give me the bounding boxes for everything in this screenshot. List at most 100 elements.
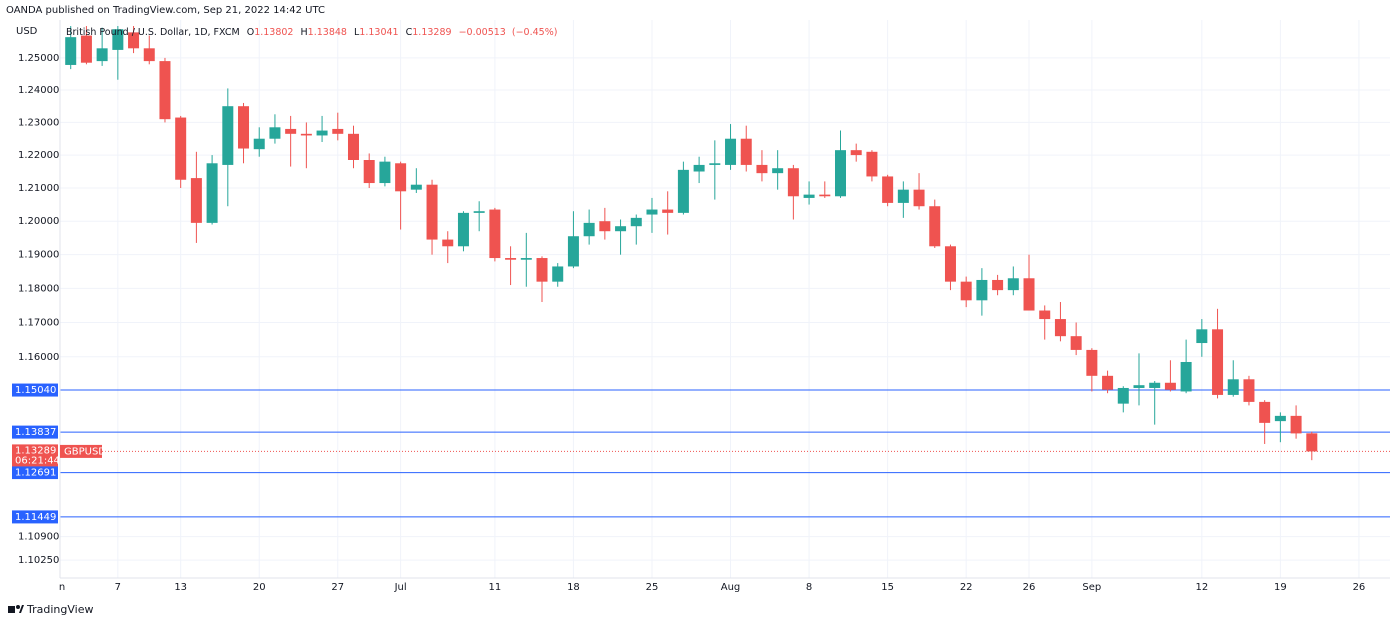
candle-body — [457, 212, 469, 247]
candle-body — [976, 279, 988, 301]
legend-change-pct: (−0.45%) — [512, 27, 558, 38]
tradingview-logo: TradingView — [8, 603, 93, 616]
symbol-tag: GBPUSD — [64, 446, 106, 457]
x-tick-label: 11 — [489, 582, 502, 593]
x-tick-label: 13 — [174, 582, 187, 593]
candle-body — [929, 206, 941, 247]
legend-close: 1.13289 — [412, 27, 451, 38]
candle-body — [897, 189, 909, 203]
price-label: 1.11449 — [15, 512, 56, 523]
price-axis-panel — [0, 20, 60, 590]
candle-body — [646, 209, 658, 215]
candle-body — [1023, 278, 1035, 311]
candle-body — [347, 133, 359, 160]
countdown-label: 06:21:44 — [15, 455, 60, 466]
legend-high: 1.13848 — [308, 27, 347, 38]
candle-body — [285, 128, 297, 134]
currency-label: USD — [16, 26, 38, 37]
candle-body — [143, 48, 155, 62]
candle-body — [552, 266, 564, 282]
candle-body — [772, 168, 784, 174]
logo-dot — [16, 605, 20, 609]
candle-body — [835, 150, 846, 197]
price-label-box — [12, 510, 58, 524]
candle-body — [473, 211, 485, 213]
price-label-box — [12, 466, 58, 480]
candle-body — [1290, 415, 1302, 434]
x-tick-label: 25 — [646, 582, 659, 593]
x-tick-label: n — [59, 582, 65, 593]
candle-body — [159, 61, 171, 120]
x-tick-label: Sep — [1082, 582, 1101, 593]
candle-body — [1149, 382, 1161, 388]
candle-body — [992, 279, 1004, 291]
y-tick-label: 1.24000 — [18, 85, 59, 96]
legend-open: 1.13802 — [254, 27, 293, 38]
x-tick-label: 27 — [331, 582, 344, 593]
candle-body — [175, 117, 187, 180]
x-tick-label: Jul — [394, 582, 407, 593]
candle-body — [913, 189, 925, 207]
candle-body — [1039, 310, 1051, 320]
candle-body — [740, 138, 752, 165]
candle-body — [316, 130, 328, 136]
candle-body — [725, 138, 737, 165]
x-tick-label: 15 — [881, 582, 894, 593]
candle-body — [1274, 415, 1286, 422]
candle-body — [1086, 349, 1098, 376]
candle-body — [615, 226, 627, 232]
candle-body — [693, 164, 705, 172]
candle-body — [583, 222, 595, 237]
candle-body — [1007, 278, 1019, 291]
x-tick-label: 22 — [960, 582, 973, 593]
candle-body — [1117, 387, 1129, 404]
candle-body — [442, 239, 454, 247]
candle-body — [567, 236, 579, 267]
legend-o: O — [247, 27, 254, 38]
candle-body — [536, 258, 548, 282]
candle-body — [269, 127, 281, 139]
candle-body — [300, 133, 312, 136]
candle-body — [1070, 336, 1082, 350]
candle-body — [410, 184, 422, 190]
legend-l: L — [354, 27, 360, 38]
candle-body — [756, 164, 768, 174]
candle-body — [819, 194, 831, 197]
candle-body — [1102, 375, 1114, 390]
y-tick-label: 1.21000 — [18, 183, 59, 194]
candle-body — [520, 258, 532, 260]
x-tick-label: 26 — [1023, 582, 1036, 593]
candle-body — [128, 32, 140, 49]
candle-body — [332, 128, 344, 134]
candle-body — [379, 161, 391, 184]
y-tick-label: 1.19000 — [18, 250, 59, 261]
candle-body — [363, 159, 375, 184]
y-tick-label: 1.20000 — [18, 216, 59, 227]
candle-body — [787, 168, 799, 197]
candle-body — [882, 176, 894, 203]
candle-body — [1164, 382, 1176, 390]
candle-body — [850, 150, 862, 156]
x-tick-label: 7 — [115, 582, 121, 593]
price-label-box — [12, 425, 58, 439]
candle-body — [222, 106, 234, 165]
candle-body — [190, 178, 202, 223]
logo-slash — [19, 605, 24, 613]
y-tick-label: 1.18000 — [18, 283, 59, 294]
y-tick-label: 1.25000 — [18, 53, 59, 64]
last-price-box — [12, 444, 58, 467]
legend-h: H — [301, 27, 308, 38]
legend: British Pound / U.S. Dollar, 1D, FXCM O1… — [66, 27, 557, 38]
candle-body — [1243, 379, 1255, 402]
price-label: 1.12691 — [15, 468, 56, 479]
candle-body — [395, 163, 407, 192]
candle-body — [803, 194, 815, 198]
y-tick-label: 1.22000 — [18, 150, 59, 161]
y-tick-label: 1.16000 — [18, 352, 59, 363]
x-tick-label: 26 — [1353, 582, 1366, 593]
legend-symbol: British Pound / U.S. Dollar, 1D, FXCM — [66, 27, 240, 38]
legend-change: −0.00513 — [459, 27, 506, 38]
candle-body — [489, 209, 501, 259]
